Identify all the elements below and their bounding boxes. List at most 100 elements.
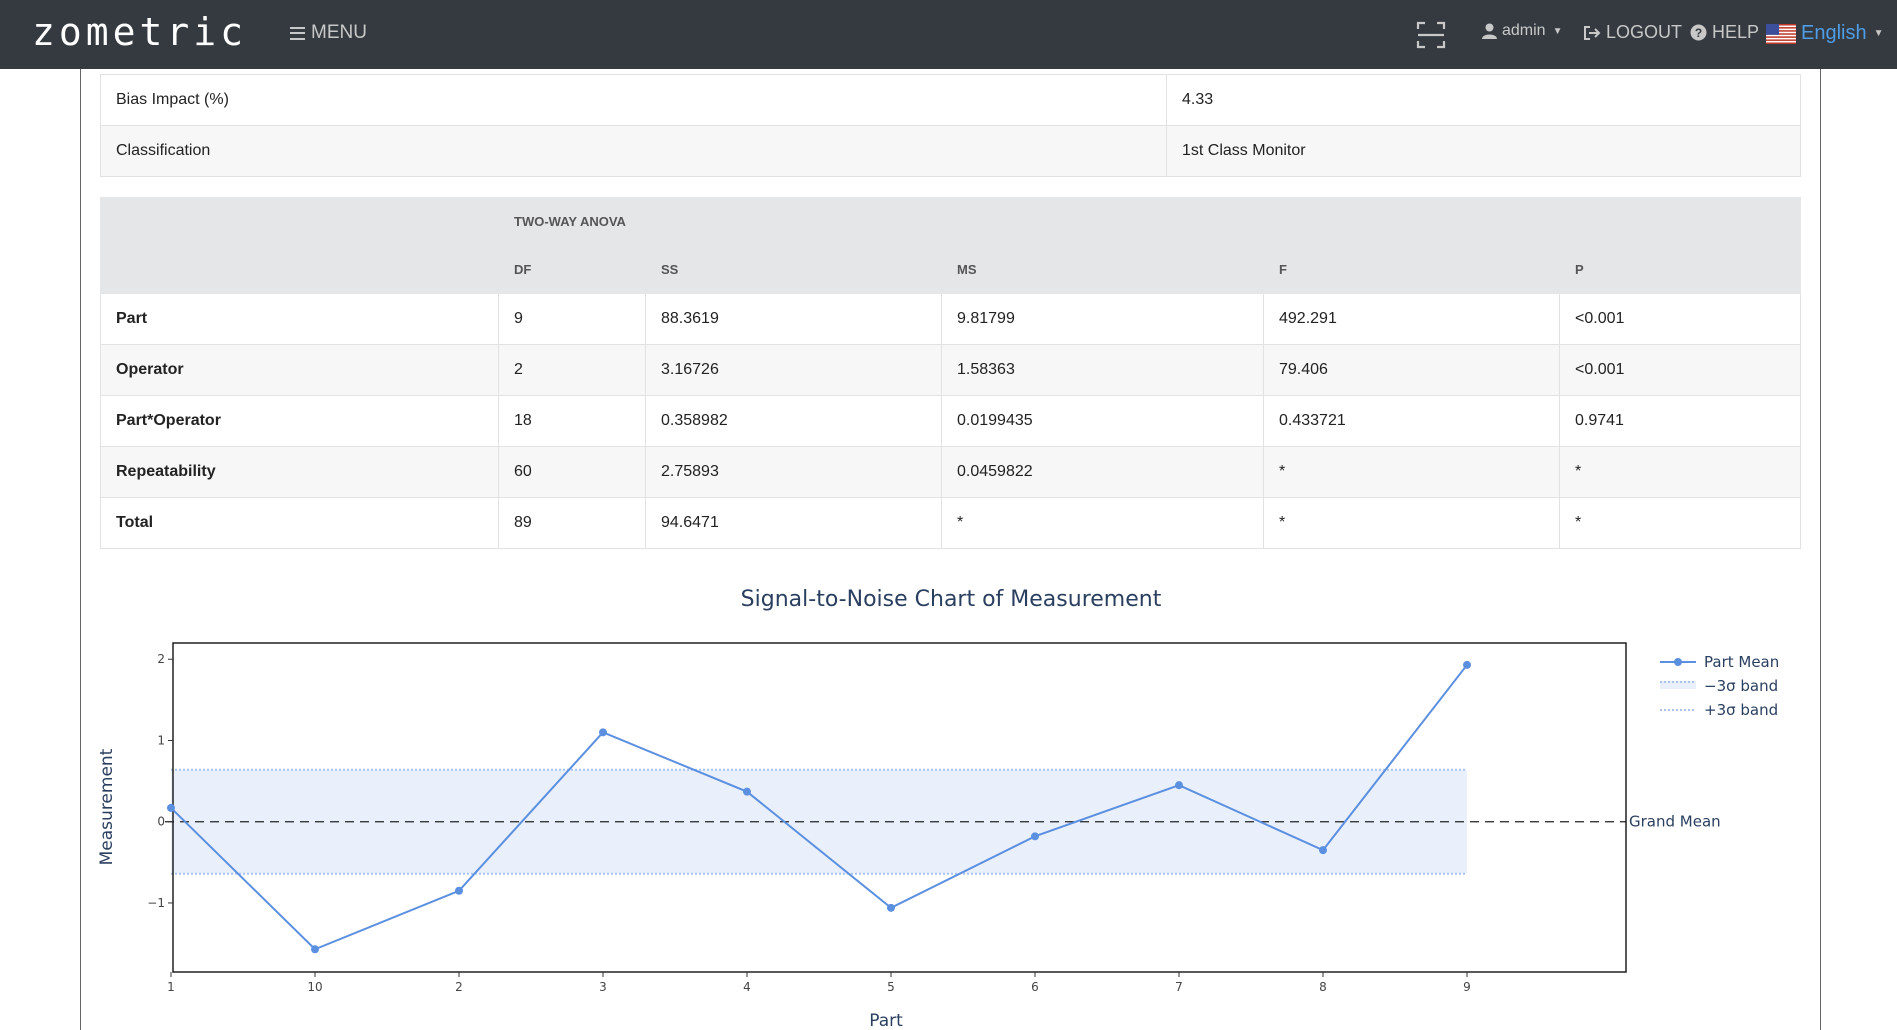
part-mean-point [167, 803, 175, 812]
table-row: Repeatability 60 2.75893 0.0459822 * * [100, 446, 1801, 498]
ms-cell: * [941, 497, 1264, 549]
ms-cell: 1.58363 [941, 344, 1264, 396]
part-mean-point [455, 886, 463, 895]
anova-title: TWO-WAY ANOVA [498, 197, 1801, 246]
x-tick-label: 7 [1175, 980, 1183, 994]
help-icon: ? [1690, 24, 1707, 41]
f-cell: 492.291 [1263, 293, 1560, 345]
anova-title-row: TWO-WAY ANOVA [100, 197, 1801, 246]
ms-cell: 0.0459822 [941, 446, 1264, 498]
legend-part-mean-marker [1674, 658, 1682, 666]
part-mean-point [599, 728, 607, 737]
ss-cell: 94.6471 [645, 497, 942, 549]
empty-header [100, 197, 499, 246]
column-header-f: F [1263, 245, 1560, 294]
table-row: Classification 1st Class Monitor [100, 125, 1801, 177]
df-cell: 2 [498, 344, 646, 396]
help-link[interactable]: ? HELP [1690, 22, 1759, 43]
language-label: English [1801, 22, 1867, 44]
ms-cell: 0.0199435 [941, 395, 1264, 447]
menu-button[interactable]: MENU [290, 22, 367, 44]
source-cell: Part [100, 293, 499, 345]
caret-down-icon: ▼ [1552, 25, 1563, 37]
p-cell: * [1559, 497, 1801, 549]
legend-upper-band-label: +3σ band [1704, 701, 1778, 719]
empty-header [100, 245, 499, 294]
p-cell: 0.9741 [1559, 395, 1801, 447]
svg-text:?: ? [1695, 26, 1702, 40]
column-header-p: P [1559, 245, 1801, 294]
x-tick-label: 3 [599, 980, 607, 994]
summary-value: 4.33 [1166, 74, 1801, 126]
anova-table: TWO-WAY ANOVA DF SS MS F P Part 9 88.361… [100, 197, 1801, 549]
legend-part-mean-label: Part Mean [1704, 653, 1779, 671]
grand-mean-label: Grand Mean [1629, 813, 1721, 831]
legend-lower-band-label: −3σ band [1704, 677, 1778, 695]
logout-label: LOGOUT [1606, 22, 1683, 42]
help-label: HELP [1712, 22, 1760, 42]
x-tick-label: 9 [1463, 980, 1471, 994]
part-mean-point [1031, 832, 1039, 841]
user-icon [1482, 23, 1497, 39]
part-mean-point [311, 945, 319, 954]
x-tick-label: 4 [743, 980, 751, 994]
df-cell: 18 [498, 395, 646, 447]
source-cell: Operator [100, 344, 499, 396]
chart-legend: Part Mean −3σ band +3σ band [1660, 653, 1779, 719]
ss-cell: 88.3619 [645, 293, 942, 345]
df-cell: 89 [498, 497, 646, 549]
p-cell: * [1559, 446, 1801, 498]
signal-to-noise-chart: Signal-to-Noise Chart of Measurement Gra… [97, 587, 1779, 1030]
p-cell: <0.001 [1559, 344, 1801, 396]
column-header-df: DF [498, 245, 646, 294]
source-cell: Total [100, 497, 499, 549]
table-row: Part 9 88.3619 9.81799 492.291 <0.001 [100, 293, 1801, 345]
f-cell: * [1263, 446, 1560, 498]
f-cell: 79.406 [1263, 344, 1560, 396]
x-axis-label: Part [869, 1011, 903, 1030]
logout-link[interactable]: LOGOUT [1583, 22, 1682, 43]
content-frame-left-border [80, 69, 81, 1030]
table-row: Bias Impact (%) 4.33 [100, 74, 1801, 126]
summary-table: Bias Impact (%) 4.33 Classification 1st … [100, 74, 1801, 177]
plot-area: Grand Mean −1 0 1 2 1 10 2 3 4 5 6 7 8 9 [147, 642, 1721, 994]
ss-cell: 2.75893 [645, 446, 942, 498]
y-tick-label: −1 [147, 896, 165, 910]
menu-label: MENU [311, 22, 367, 43]
top-navbar: zometric MENU admin ▼ LOGOUT ? HELP [0, 0, 1897, 69]
summary-value: 1st Class Monitor [1166, 125, 1801, 177]
column-header-ss: SS [645, 245, 942, 294]
table-row: Operator 2 3.16726 1.58363 79.406 <0.001 [100, 344, 1801, 396]
table-row: Part*Operator 18 0.358982 0.0199435 0.43… [100, 395, 1801, 447]
part-mean-point [1463, 660, 1471, 669]
summary-label: Classification [100, 125, 1167, 177]
x-tick-label: 6 [1031, 980, 1039, 994]
part-mean-point [887, 903, 895, 912]
scan-icon[interactable] [1416, 20, 1446, 50]
y-tick-label: 1 [157, 733, 165, 747]
column-header-ms: MS [941, 245, 1264, 294]
y-axis-label: Measurement [97, 748, 117, 865]
y-tick-label: 2 [157, 652, 165, 666]
ms-cell: 9.81799 [941, 293, 1264, 345]
ss-cell: 0.358982 [645, 395, 942, 447]
y-tick-label: 0 [157, 815, 165, 829]
source-cell: Repeatability [100, 446, 499, 498]
x-tick-label: 5 [887, 980, 895, 994]
user-menu[interactable]: admin ▼ [1482, 22, 1562, 40]
part-mean-point [743, 787, 751, 796]
df-cell: 9 [498, 293, 646, 345]
part-mean-point [1175, 781, 1183, 790]
language-selector[interactable]: English ▼ [1766, 22, 1884, 45]
summary-label: Bias Impact (%) [100, 74, 1167, 126]
hamburger-icon [290, 26, 305, 40]
legend-lower-band-swatch [1660, 681, 1696, 689]
df-cell: 60 [498, 446, 646, 498]
brand-logo[interactable]: zometric [32, 10, 248, 54]
x-tick-label: 10 [307, 980, 322, 994]
caret-down-icon: ▼ [1873, 28, 1884, 39]
part-mean-line [170, 664, 1468, 951]
x-tick-label: 2 [455, 980, 463, 994]
content-frame-right-border [1820, 69, 1821, 1030]
source-cell: Part*Operator [100, 395, 499, 447]
